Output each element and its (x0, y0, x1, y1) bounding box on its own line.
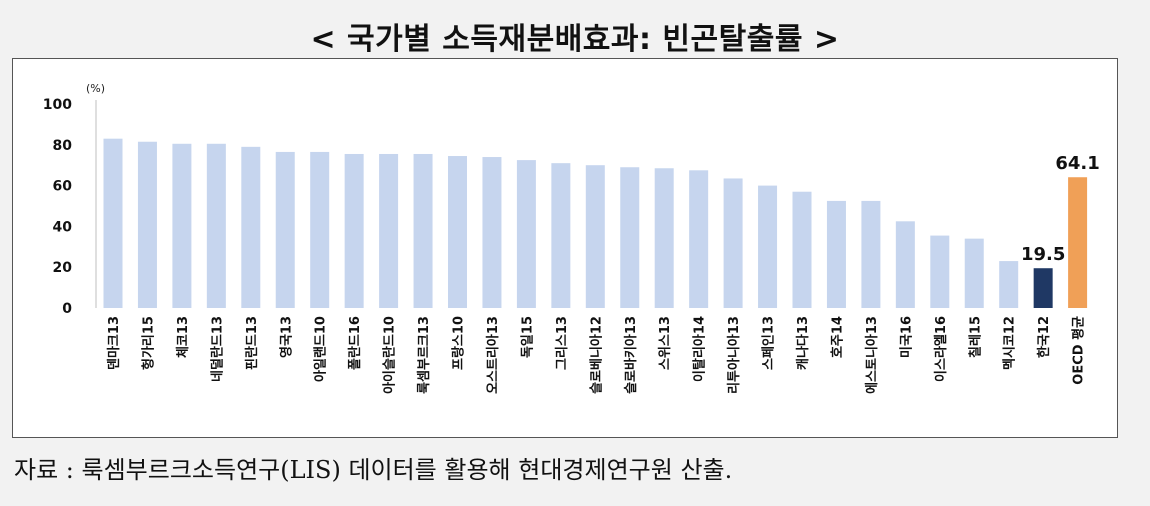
x-tick-label: 이탈리아14 (692, 316, 708, 382)
y-tick-label: 20 (53, 260, 73, 276)
bar (585, 165, 605, 308)
x-tick-label: 독일15 (520, 316, 535, 358)
bar (861, 200, 881, 308)
y-tick-label: 60 (53, 179, 73, 195)
bar (310, 151, 330, 308)
bar (964, 238, 984, 308)
x-tick-label: 이스라엘16 (933, 316, 949, 382)
y-tick-label: 0 (62, 301, 72, 317)
x-tick-label: 그리스13 (554, 316, 570, 370)
x-tick-label: 아이슬란드10 (382, 316, 398, 394)
x-tick-label: 헝가리15 (140, 316, 156, 370)
x-tick-label: OECD 평균 (1071, 316, 1087, 385)
bar (895, 221, 915, 308)
data-label: 64.1 (1055, 153, 1099, 174)
bar (826, 200, 846, 308)
bar (723, 178, 743, 308)
x-tick-label: 영국13 (279, 316, 294, 358)
x-tick-label: 칠레15 (967, 316, 983, 358)
bar (1068, 177, 1088, 308)
y-tick-label: 100 (43, 97, 72, 113)
bar (413, 153, 433, 308)
x-tick-label: 슬로베니아12 (588, 316, 604, 394)
source-note: 자료 : 룩셈부르크소득연구(LIS) 데이터를 활용해 현대경제연구원 산출. (14, 456, 733, 484)
bar (689, 170, 709, 308)
bar (758, 185, 778, 308)
x-tick-label: 오스트리아13 (485, 316, 501, 394)
y-unit-label: (%) (86, 82, 105, 95)
x-tick-label: 핀란드13 (244, 316, 260, 370)
bar (551, 163, 571, 308)
bar (206, 143, 226, 308)
x-tick-label: 스위스13 (658, 316, 673, 370)
x-tick-label: 한국12 (1036, 316, 1052, 358)
bar (241, 146, 261, 308)
x-tick-label: 미국16 (898, 316, 914, 358)
page-title: < 국가별 소득재분배효과: 빈곤탈출률 > (310, 22, 840, 57)
bar (516, 160, 536, 308)
x-tick-label: 리투아니아13 (726, 316, 742, 394)
data-label: 19.5 (1021, 244, 1065, 265)
bar (999, 261, 1019, 308)
x-tick-label: 룩셈부르크13 (417, 316, 432, 394)
x-tick-label: 네덜란드13 (209, 316, 225, 382)
x-tick-label: 스페인13 (761, 316, 777, 370)
y-tick-label: 80 (53, 138, 73, 154)
x-tick-label: 폴란드16 (348, 316, 363, 370)
bar (344, 153, 364, 308)
y-tick-label: 40 (53, 219, 73, 235)
bar (448, 156, 467, 308)
bar-chart: (%) 0 20 40 60 80 100 덴마크13 헝가리15 체코13 네덜란드13 핀란드13… (43, 82, 1100, 394)
x-tick-label: 프랑스10 (452, 316, 467, 370)
bar (137, 141, 157, 308)
x-tick-label: 멕시코12 (1002, 316, 1018, 370)
bar (379, 153, 399, 308)
x-tick-label: 캐나다13 (795, 316, 811, 370)
x-tick-label: 아일랜드10 (313, 316, 329, 382)
bar (275, 151, 295, 308)
x-tick-label: 에스토니아13 (864, 316, 880, 394)
x-tick-label: 덴마크13 (106, 316, 122, 370)
x-tick-label: 슬로바키아13 (623, 316, 639, 394)
x-tick-label: 체코13 (176, 316, 191, 358)
bar (620, 167, 640, 308)
bar (1033, 268, 1053, 308)
bar (930, 235, 950, 308)
bar (482, 157, 502, 308)
bar (172, 143, 192, 308)
bar (654, 168, 674, 308)
x-tick-label: 호주14 (830, 316, 845, 358)
bar (792, 191, 812, 308)
bar (103, 138, 123, 308)
